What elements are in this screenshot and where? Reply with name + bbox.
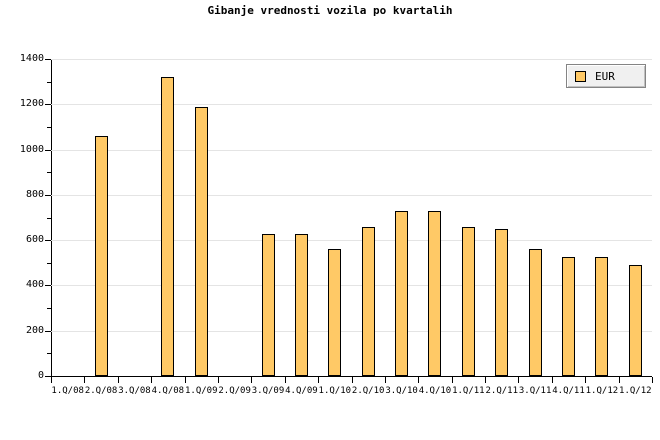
x-axis-tick xyxy=(51,377,52,383)
bar[interactable] xyxy=(628,265,642,376)
bar[interactable] xyxy=(261,234,275,376)
bar[interactable] xyxy=(194,106,208,376)
y-axis-minor-tick xyxy=(47,126,51,128)
gridline xyxy=(51,104,652,106)
x-axis-tick-label: 4.Q/11 xyxy=(552,386,585,396)
x-axis-tick xyxy=(385,377,386,383)
chart-title: Gibanje vrednosti vozila po kvartalih xyxy=(207,4,453,17)
x-axis-tick xyxy=(418,377,419,383)
x-axis-tick-label: 1.Q/10 xyxy=(318,386,352,396)
x-axis-tick-label: 1.Q/09 xyxy=(184,386,218,396)
x-axis-tick-label: 1.Q/12 xyxy=(619,386,652,396)
x-axis-tick-label: 4.Q/10 xyxy=(418,386,452,396)
x-axis-tick-label: 2.Q/10 xyxy=(351,386,385,396)
x-axis-tick-label: 3.Q/11 xyxy=(518,386,552,396)
bar[interactable] xyxy=(94,135,108,376)
bar[interactable] xyxy=(428,211,442,376)
y-axis-minor-tick xyxy=(47,308,51,310)
y-axis-labels: 0 200 400 600 800 1000 1200 1400 xyxy=(0,0,44,440)
x-axis-tick xyxy=(652,377,653,383)
x-axis-tick xyxy=(552,377,553,383)
x-axis-tick-label: 2.Q/11 xyxy=(485,386,518,396)
legend-swatch-eur xyxy=(575,70,586,82)
bar[interactable] xyxy=(395,211,409,376)
chart-legend[interactable]: EUR xyxy=(566,64,646,88)
y-axis-tick xyxy=(45,376,51,377)
x-axis-tick xyxy=(619,377,620,383)
x-axis-tick xyxy=(518,377,519,383)
y-axis-tick xyxy=(45,240,51,242)
x-axis-tick-label: 2.Q/09 xyxy=(218,386,251,396)
y-axis-tick xyxy=(45,104,51,106)
x-axis-tick-label: 3.Q/09 xyxy=(251,386,285,396)
x-axis-tick xyxy=(218,377,219,383)
x-axis-line xyxy=(51,376,652,377)
y-axis-tick-label: 400 xyxy=(25,279,44,291)
y-axis-tick-label: 1200 xyxy=(19,98,44,110)
y-axis-minor-tick xyxy=(47,262,51,264)
bar[interactable] xyxy=(294,234,308,376)
bar[interactable] xyxy=(562,257,576,376)
x-axis-tick xyxy=(318,377,319,383)
y-axis-tick-label: 800 xyxy=(25,188,44,200)
x-axis-tick xyxy=(251,377,252,383)
x-axis-tick-label: 1.Q/11 xyxy=(452,386,485,396)
y-axis-tick-label: 1000 xyxy=(19,143,44,155)
x-axis-tick-label: 3.Q/08 xyxy=(118,386,151,396)
y-axis-tick xyxy=(45,285,51,287)
y-axis-minor-tick xyxy=(47,172,51,174)
plot-area xyxy=(51,59,652,376)
legend-label-eur: EUR xyxy=(595,69,615,83)
y-axis-tick xyxy=(45,59,51,60)
x-axis-tick xyxy=(585,377,586,383)
y-axis-minor-tick xyxy=(47,353,51,355)
bar[interactable] xyxy=(161,77,175,376)
gridline xyxy=(51,194,652,196)
x-axis-tick xyxy=(352,377,353,383)
bar[interactable] xyxy=(528,249,542,376)
y-axis-tick-label: 600 xyxy=(25,234,44,246)
gridline xyxy=(51,285,652,287)
bar[interactable] xyxy=(461,226,475,376)
gridline xyxy=(51,240,652,242)
x-axis-tick-label: 1.Q/12 xyxy=(585,386,619,396)
x-axis-tick xyxy=(118,377,119,383)
y-axis-tick xyxy=(45,194,51,196)
y-axis-minor-tick xyxy=(47,217,51,219)
y-axis-line xyxy=(51,59,52,377)
bar[interactable] xyxy=(328,249,342,376)
x-axis-tick-label: 3.Q/10 xyxy=(385,386,418,396)
y-axis-minor-tick xyxy=(47,81,51,83)
gridline xyxy=(51,149,652,151)
y-axis-tick xyxy=(45,149,51,151)
x-axis-tick-label: 2.Q/08 xyxy=(84,386,118,396)
gridline xyxy=(51,330,652,332)
x-axis-tick-label: 4.Q/08 xyxy=(151,386,185,396)
bar[interactable] xyxy=(595,257,609,376)
bar[interactable] xyxy=(361,226,375,376)
x-axis-tick-label: 4.Q/09 xyxy=(285,386,318,396)
gridline xyxy=(51,59,652,60)
x-axis-tick xyxy=(452,377,453,383)
x-axis-tick-label: 1.Q/08 xyxy=(51,386,84,396)
x-axis-tick xyxy=(285,377,286,383)
bar[interactable] xyxy=(495,228,509,376)
y-axis-tick-label: 1400 xyxy=(19,53,44,64)
x-axis-tick xyxy=(84,377,85,383)
y-axis-tick-label: 200 xyxy=(25,324,44,336)
y-axis-tick xyxy=(45,330,51,332)
x-axis-tick xyxy=(185,377,186,383)
x-axis-tick xyxy=(151,377,152,383)
x-axis-tick xyxy=(485,377,486,383)
y-axis-tick-label: 0 xyxy=(37,370,44,381)
